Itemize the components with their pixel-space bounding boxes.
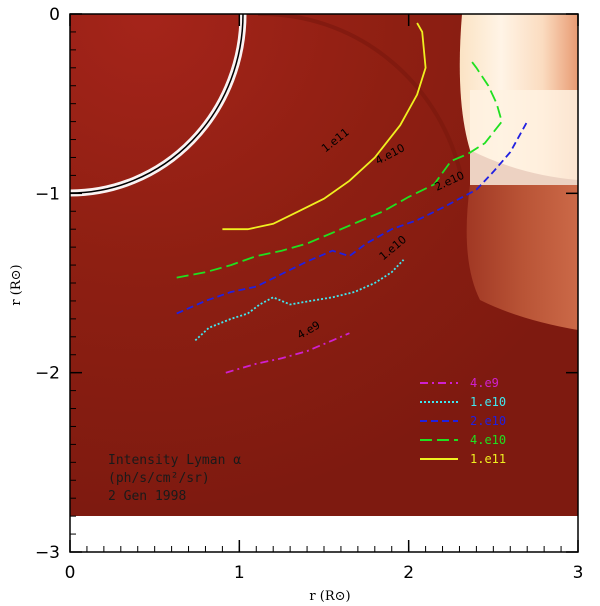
annotation-line-1: Intensity Lyman α [108, 453, 241, 468]
legend-label: 4.e9 [470, 376, 499, 390]
y-tick-label: −2 [35, 364, 60, 384]
x-tick-label: 2 [403, 563, 414, 583]
legend-label: 4.e10 [470, 433, 506, 447]
bright-band [470, 90, 578, 185]
y-tick-label: 0 [49, 5, 60, 25]
x-tick-label: 3 [573, 563, 584, 583]
disk-limb [70, 14, 244, 194]
contour-4.e10 [176, 58, 503, 279]
y-tick-label: −1 [35, 184, 60, 204]
contour-1.e10 [194, 259, 405, 342]
legend-label: 1.e11 [470, 452, 506, 466]
x-axis-label: r (R⊙) [309, 589, 350, 604]
legend-label: 1.e10 [470, 395, 506, 409]
annotation-line-2: (ph/s/cm²/sr) [108, 471, 210, 486]
contour-1.e11 [222, 22, 427, 231]
legend-label: 2.e10 [470, 414, 506, 428]
x-tick-label: 1 [234, 563, 245, 583]
annotation-block: Intensity Lyman α (ph/s/cm²/sr) 2 Gen 19… [108, 453, 241, 504]
legend: 4.e9 1.e10 2.e10 4.e10 1.e11 [420, 376, 506, 466]
occulter-shade [258, 14, 464, 181]
contour-4.e9 [225, 332, 350, 374]
y-tick-label: −3 [35, 543, 60, 563]
annotation-line-3: 2 Gen 1998 [108, 489, 186, 504]
y-axis-label: r (R⊙) [9, 264, 24, 305]
x-tick-label: 0 [65, 563, 76, 583]
lower-right-gradient [466, 185, 578, 330]
